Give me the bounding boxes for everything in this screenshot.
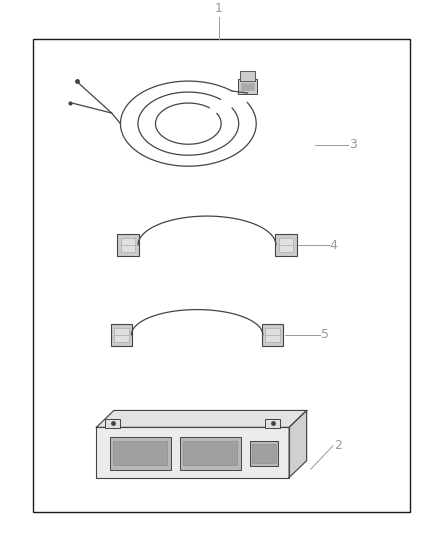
Bar [250,441,278,466]
Bar [113,441,167,465]
Text: 1: 1 [215,2,223,15]
Bar [265,419,280,429]
Bar [252,444,276,463]
Polygon shape [96,410,307,427]
Bar [33,39,410,512]
Bar [114,328,129,342]
FancyBboxPatch shape [275,234,297,256]
FancyBboxPatch shape [117,234,139,256]
Bar [180,437,241,470]
Bar [121,238,135,252]
Bar [110,437,171,470]
Polygon shape [289,410,307,478]
Bar [105,419,120,429]
FancyBboxPatch shape [262,324,283,346]
Bar [265,328,280,342]
FancyBboxPatch shape [240,71,255,81]
FancyBboxPatch shape [238,79,257,94]
Text: 3: 3 [350,138,357,151]
Bar [183,441,237,465]
FancyBboxPatch shape [111,324,132,346]
Bar [96,427,289,478]
Bar [241,83,254,91]
Bar [279,238,293,252]
Text: 4: 4 [330,239,338,252]
Text: 2: 2 [334,439,342,453]
Text: 5: 5 [321,328,329,342]
